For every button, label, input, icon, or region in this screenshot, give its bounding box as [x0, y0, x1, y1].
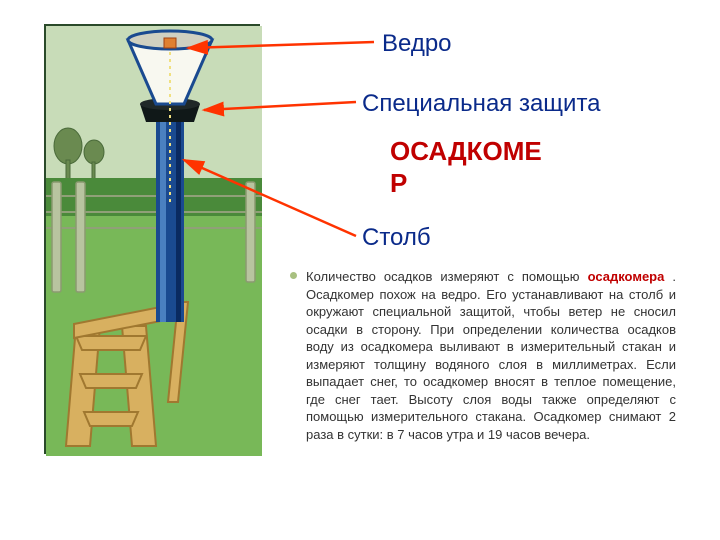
body-rest: . Осадкомер похож на ведро. Его устанавл… [306, 269, 676, 442]
arrow-pillar [184, 160, 356, 236]
body-keyword: осадкомера [588, 269, 665, 284]
body-paragraph: Количество осадков измеряют с помощью ос… [306, 268, 676, 443]
arrow-shield [204, 102, 356, 110]
label-bucket: Ведро [382, 30, 452, 58]
label-pillar: Столб [362, 224, 431, 252]
title-line2: Р [390, 168, 407, 199]
arrow-bucket [188, 42, 374, 48]
body-block: Количество осадков измеряют с помощью ос… [306, 268, 676, 443]
bullet-icon [290, 272, 297, 279]
body-lead: Количество осадков измеряют с помощью [306, 269, 588, 284]
label-shield: Специальная защита [362, 90, 601, 118]
title-line1: ОСАДКОМЕ [390, 136, 542, 167]
